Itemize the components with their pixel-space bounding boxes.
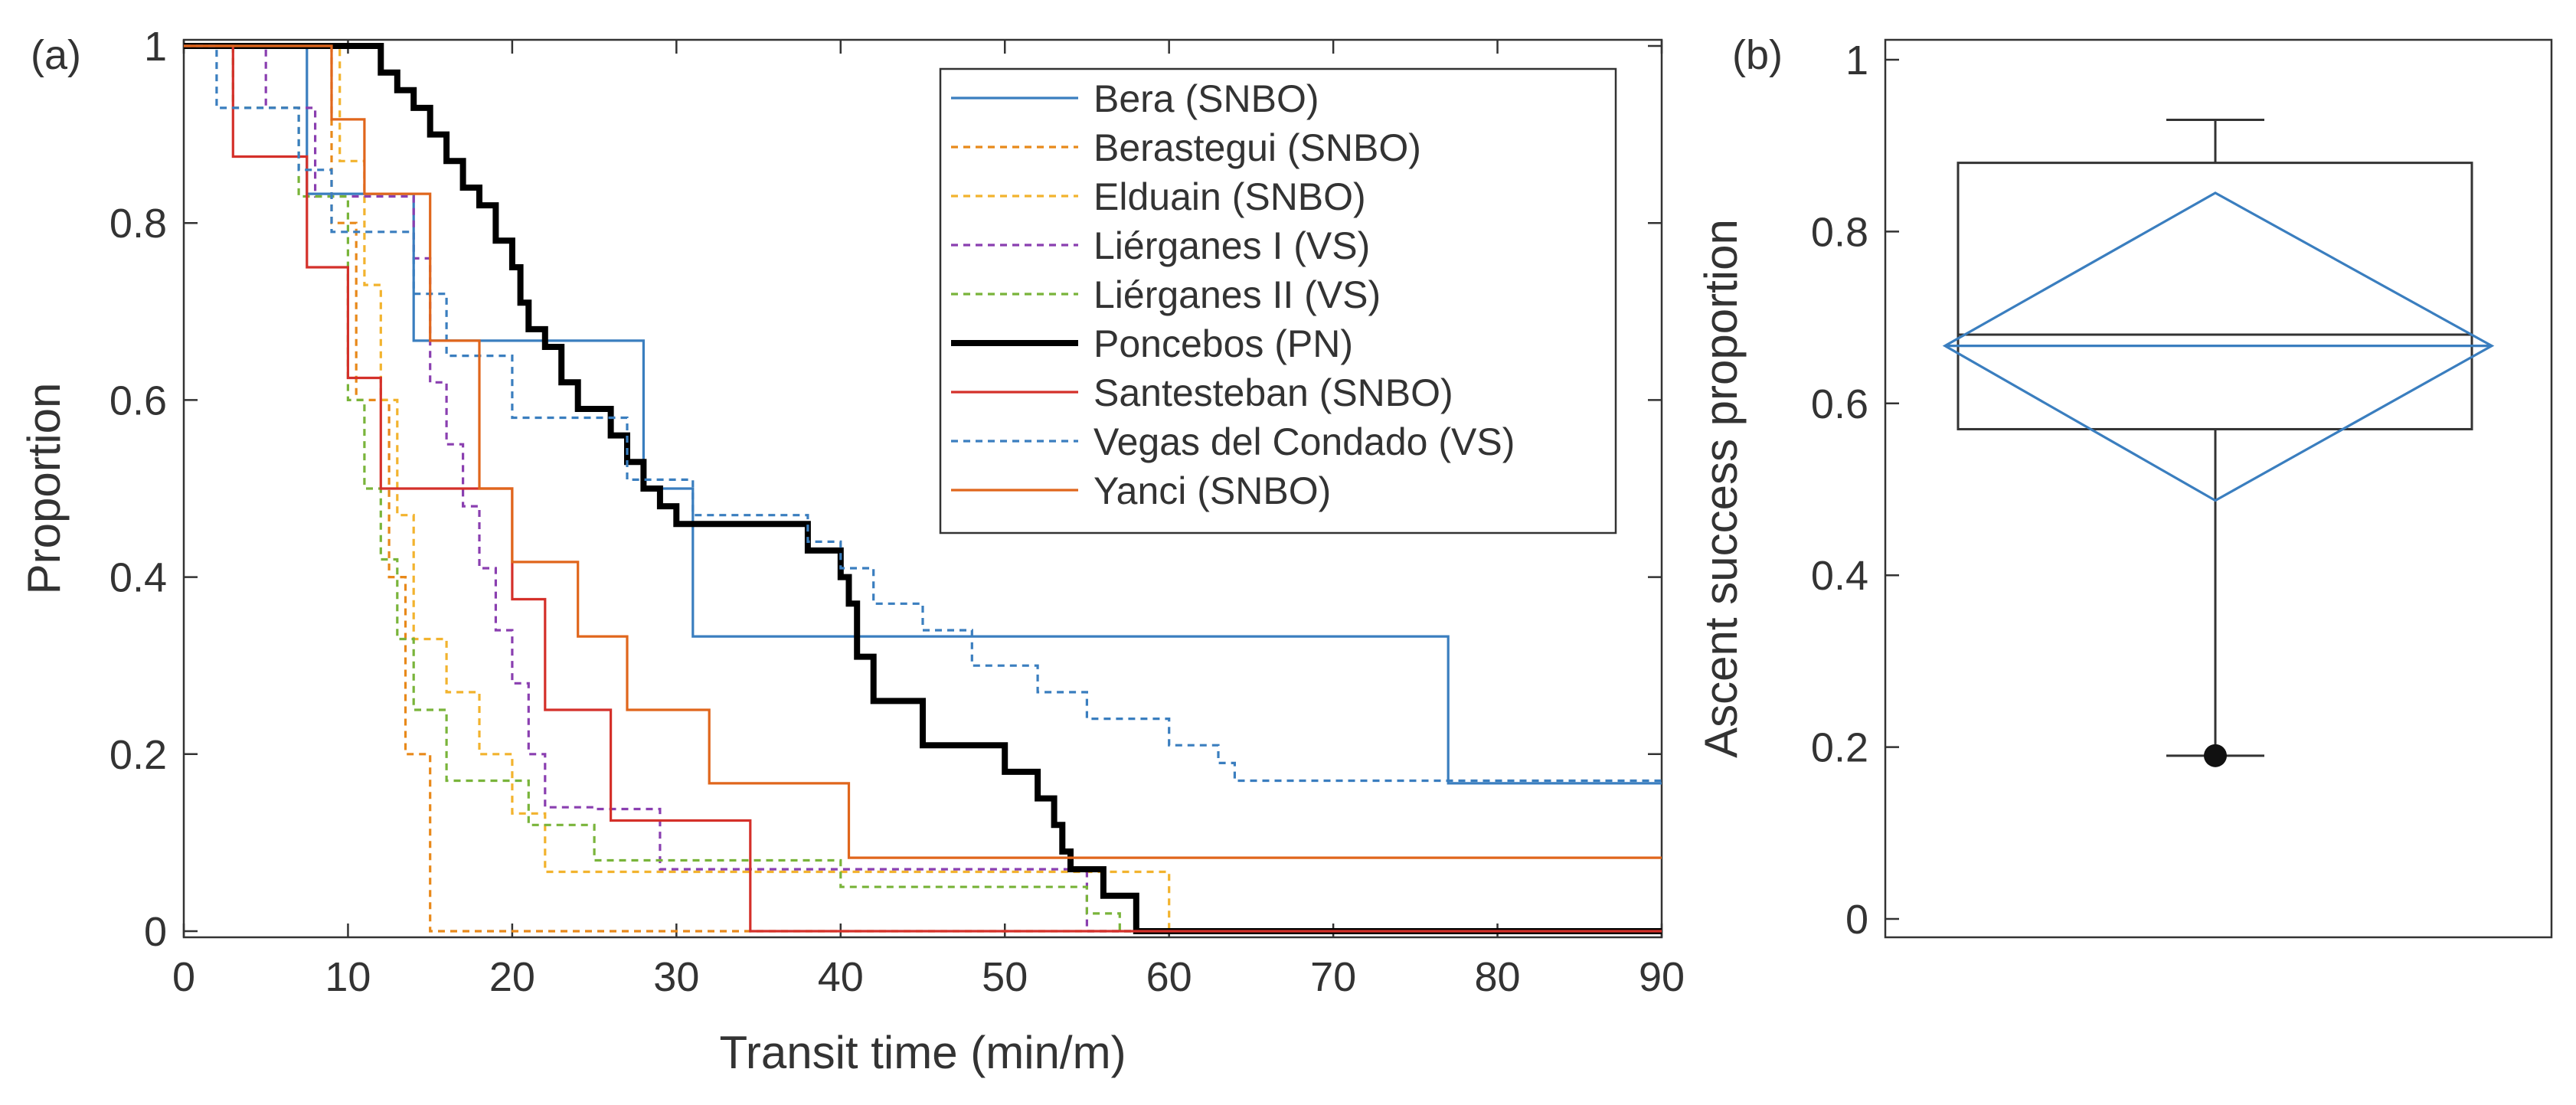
y-tick-label: 0 — [144, 909, 167, 955]
panel-a-x-axis-label: Transit time (min/m) — [719, 1027, 1126, 1078]
legend-label: Liérganes II (VS) — [1093, 273, 1381, 316]
legend-label: Poncebos (PN) — [1093, 322, 1353, 365]
panel-a-legend: Bera (SNBO) Berastegui (SNBO) Elduain (SNB… — [939, 67, 1617, 535]
panel-a-survival-plot: (a) 0 10 20 30 40 50 60 70 80 90 0 0.2 0.4 0.6 0.8 1 T… — [18, 24, 1685, 1078]
x-tick-label: 0 — [172, 954, 195, 1000]
x-tick-label: 80 — [1475, 954, 1521, 1000]
x-tick-label: 50 — [982, 954, 1028, 1000]
b-y-tick-label: 0.2 — [1811, 725, 1868, 771]
panel-b-y-axis-label: Ascent success proportion — [1695, 219, 1747, 758]
legend-label: Yanci (SNBO) — [1093, 469, 1331, 512]
x-tick-label: 60 — [1146, 954, 1192, 1000]
legend-label: Bera (SNBO) — [1093, 77, 1319, 120]
panel-a-y-axis-label: Proportion — [18, 383, 70, 595]
y-tick-label: 0.6 — [110, 378, 167, 423]
x-tick-label: 10 — [325, 954, 371, 1000]
series-line-6 — [184, 44, 1662, 933]
series-line-3 — [184, 44, 1662, 933]
y-tick-label: 0.4 — [110, 555, 167, 601]
b-y-tick-label: 0 — [1845, 897, 1868, 943]
x-tick-label: 30 — [653, 954, 699, 1000]
x-tick-label: 20 — [489, 954, 535, 1000]
panel-b-box-plot: (b) 0 0.2 0.4 0.6 0.8 1 Ascent success propor… — [1695, 32, 2553, 943]
panel-b-tag: (b) — [1732, 32, 1783, 78]
series-line-2 — [184, 44, 1662, 933]
panel-a-tag: (a) — [31, 32, 81, 78]
legend-label: Berastegui (SNBO) — [1093, 126, 1421, 169]
panel-b-plot-area — [1884, 38, 2553, 939]
b-y-tick-label: 0.4 — [1811, 553, 1868, 599]
y-tick-label: 1 — [144, 24, 167, 70]
b-y-tick-label: 0.8 — [1811, 209, 1868, 255]
series-line-7 — [184, 44, 1662, 783]
legend-label: Santesteban (SNBO) — [1093, 371, 1453, 414]
x-tick-label: 40 — [818, 954, 864, 1000]
b-y-tick-label: 0.6 — [1811, 381, 1868, 427]
x-tick-label: 90 — [1639, 954, 1685, 1000]
interquartile-box — [1957, 162, 2473, 430]
series-line-4 — [184, 44, 1662, 933]
y-tick-label: 0.8 — [110, 201, 167, 247]
outlier-point — [2204, 744, 2227, 767]
x-tick-label: 70 — [1310, 954, 1356, 1000]
series-line-8 — [184, 44, 1662, 859]
y-tick-label: 0.2 — [110, 732, 167, 778]
b-y-tick-label: 1 — [1845, 38, 1868, 83]
legend-label: Vegas del Condado (VS) — [1093, 420, 1515, 463]
legend-label: Liérganes I (VS) — [1093, 224, 1370, 267]
legend-label: Elduain (SNBO) — [1093, 175, 1366, 218]
series-line-5 — [184, 43, 1662, 934]
